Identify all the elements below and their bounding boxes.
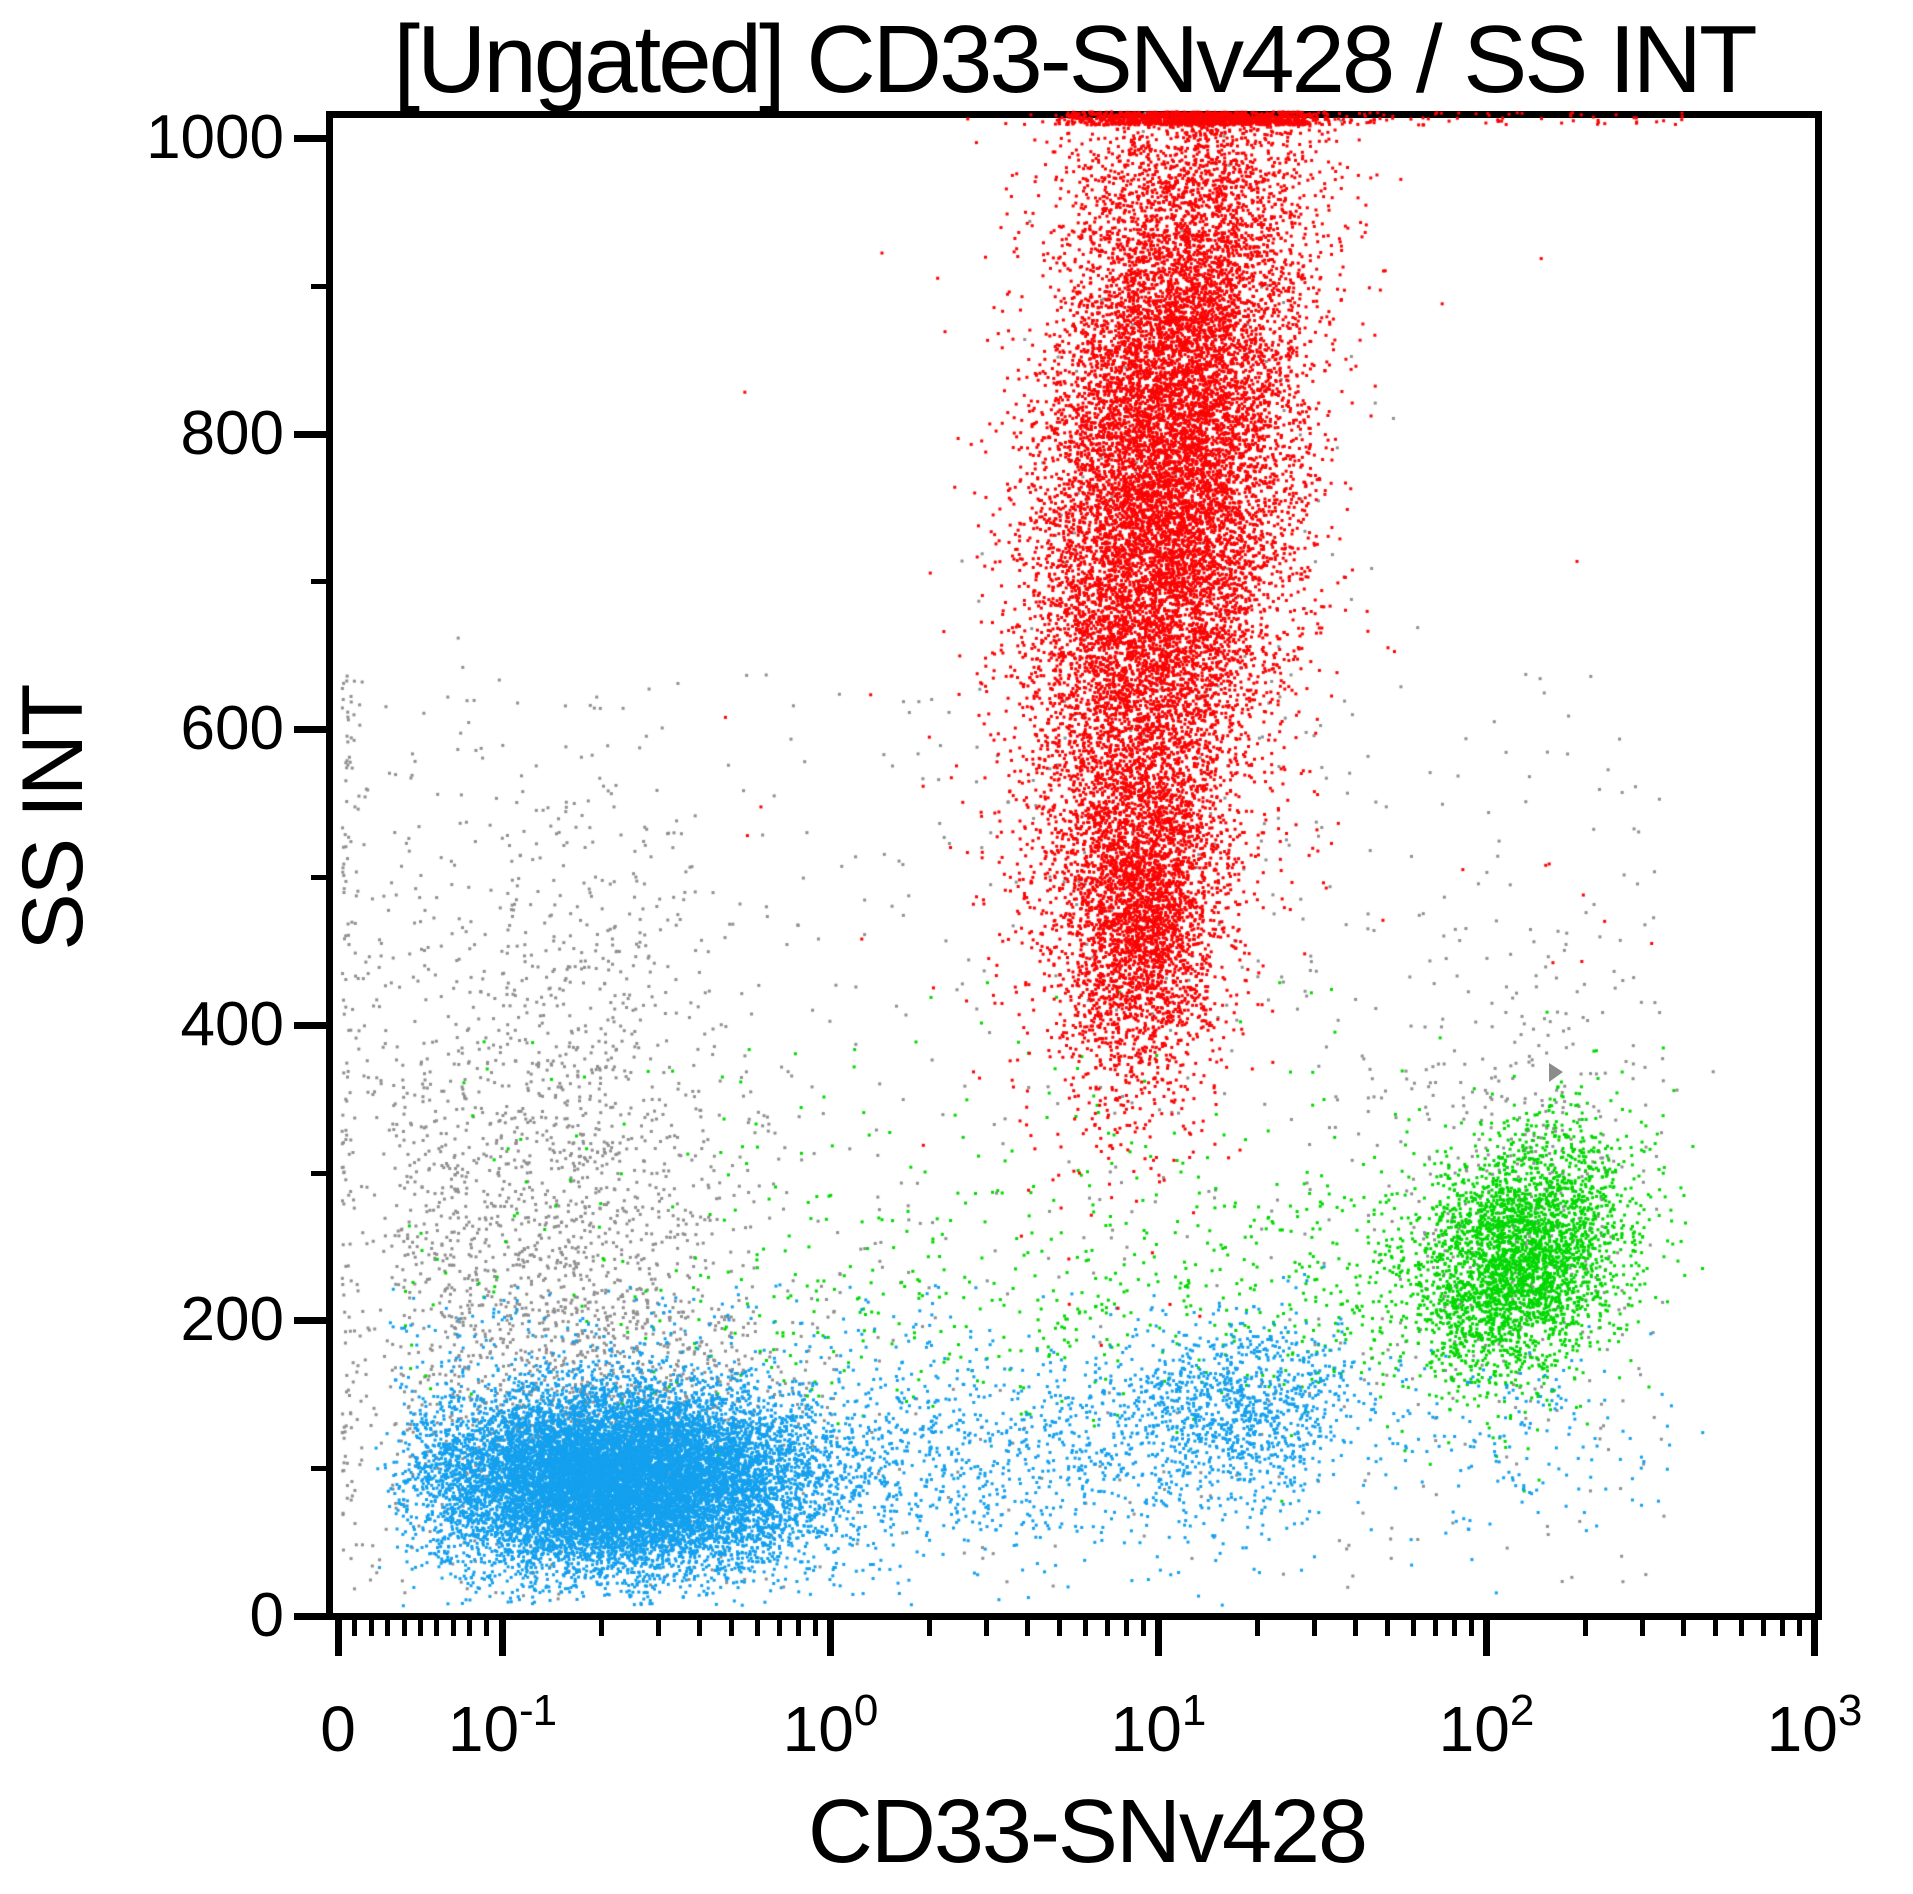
mouse-cursor-icon: [1549, 1063, 1563, 1082]
